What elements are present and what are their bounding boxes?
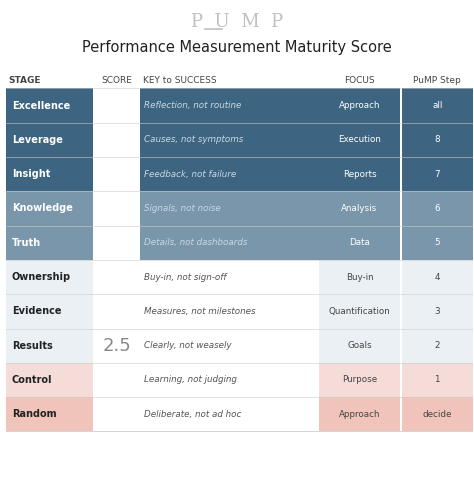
- Bar: [6, 329, 93, 363]
- Bar: [319, 157, 400, 191]
- Bar: [6, 157, 93, 191]
- Text: all: all: [432, 101, 442, 110]
- Bar: [96, 226, 138, 260]
- Bar: [402, 226, 473, 260]
- Bar: [140, 363, 319, 397]
- Bar: [402, 397, 473, 432]
- Bar: [6, 122, 93, 157]
- Bar: [6, 191, 93, 226]
- Bar: [402, 363, 473, 397]
- Bar: [140, 122, 319, 157]
- Text: P  U  M  P: P U M P: [191, 14, 283, 32]
- Bar: [6, 226, 93, 260]
- Text: Ownership: Ownership: [12, 272, 71, 282]
- Bar: [96, 157, 138, 191]
- Bar: [140, 191, 319, 226]
- Bar: [319, 226, 400, 260]
- Bar: [319, 191, 400, 226]
- Bar: [6, 294, 93, 329]
- Bar: [140, 294, 319, 329]
- Text: 2.5: 2.5: [102, 337, 131, 355]
- Text: Deliberate, not ad hoc: Deliberate, not ad hoc: [144, 410, 241, 419]
- Text: KEY to SUCCESS: KEY to SUCCESS: [143, 75, 216, 85]
- Bar: [140, 88, 319, 122]
- Text: Causes, not symptoms: Causes, not symptoms: [144, 135, 244, 144]
- Text: 8: 8: [435, 135, 440, 144]
- Text: Random: Random: [12, 409, 56, 419]
- Bar: [96, 329, 138, 363]
- Bar: [319, 260, 400, 294]
- Text: Approach: Approach: [339, 410, 380, 419]
- Bar: [319, 397, 400, 432]
- Text: Quantification: Quantification: [328, 307, 391, 316]
- Text: Measures, not milestones: Measures, not milestones: [144, 307, 255, 316]
- Bar: [96, 294, 138, 329]
- Text: Details, not dashboards: Details, not dashboards: [144, 238, 247, 247]
- Bar: [319, 122, 400, 157]
- Bar: [6, 363, 93, 397]
- Text: 1: 1: [435, 376, 440, 384]
- Text: Excellence: Excellence: [12, 101, 70, 110]
- Text: Buy-in, not sign-off: Buy-in, not sign-off: [144, 273, 227, 281]
- Bar: [402, 88, 473, 122]
- Text: PuMP Step: PuMP Step: [413, 75, 461, 85]
- Bar: [96, 397, 138, 432]
- Bar: [140, 329, 319, 363]
- Bar: [140, 397, 319, 432]
- Text: Approach: Approach: [339, 101, 380, 110]
- Text: Performance Measurement Maturity Score: Performance Measurement Maturity Score: [82, 40, 392, 55]
- Bar: [96, 122, 138, 157]
- Bar: [96, 363, 138, 397]
- Bar: [6, 88, 93, 122]
- Bar: [6, 260, 93, 294]
- Bar: [140, 157, 319, 191]
- Text: Evidence: Evidence: [12, 306, 61, 316]
- Bar: [6, 397, 93, 432]
- Text: Goals: Goals: [347, 341, 372, 350]
- Bar: [402, 260, 473, 294]
- Text: Learning, not judging: Learning, not judging: [144, 376, 237, 384]
- Text: 5: 5: [435, 238, 440, 247]
- Bar: [96, 191, 138, 226]
- Text: Reflection, not routine: Reflection, not routine: [144, 101, 242, 110]
- Bar: [319, 294, 400, 329]
- Text: decide: decide: [423, 410, 452, 419]
- Bar: [96, 88, 138, 122]
- Text: FOCUS: FOCUS: [344, 75, 375, 85]
- Text: Buy-in: Buy-in: [346, 273, 374, 281]
- Bar: [96, 260, 138, 294]
- Text: Data: Data: [349, 238, 370, 247]
- Text: Results: Results: [12, 341, 53, 351]
- Bar: [319, 363, 400, 397]
- Bar: [402, 329, 473, 363]
- Text: Feedback, not failure: Feedback, not failure: [144, 170, 237, 179]
- Text: SCORE: SCORE: [101, 75, 132, 85]
- Bar: [319, 329, 400, 363]
- Text: Purpose: Purpose: [342, 376, 377, 384]
- Bar: [402, 122, 473, 157]
- Text: 7: 7: [435, 170, 440, 179]
- Bar: [402, 191, 473, 226]
- Text: Control: Control: [12, 375, 52, 385]
- Text: 2: 2: [435, 341, 440, 350]
- Text: Leverage: Leverage: [12, 135, 63, 145]
- Text: Reports: Reports: [343, 170, 376, 179]
- Bar: [402, 157, 473, 191]
- Text: Execution: Execution: [338, 135, 381, 144]
- Text: Signals, not noise: Signals, not noise: [144, 204, 221, 213]
- Text: Knowledge: Knowledge: [12, 204, 73, 213]
- Text: Truth: Truth: [12, 238, 41, 248]
- Bar: [402, 294, 473, 329]
- Text: 6: 6: [435, 204, 440, 213]
- Bar: [140, 226, 319, 260]
- Text: STAGE: STAGE: [9, 75, 41, 85]
- Bar: [140, 260, 319, 294]
- Text: Analysis: Analysis: [341, 204, 378, 213]
- Text: 3: 3: [435, 307, 440, 316]
- Text: Insight: Insight: [12, 169, 50, 179]
- Text: 4: 4: [435, 273, 440, 281]
- Bar: [319, 88, 400, 122]
- Text: Clearly, not weasely: Clearly, not weasely: [144, 341, 232, 350]
